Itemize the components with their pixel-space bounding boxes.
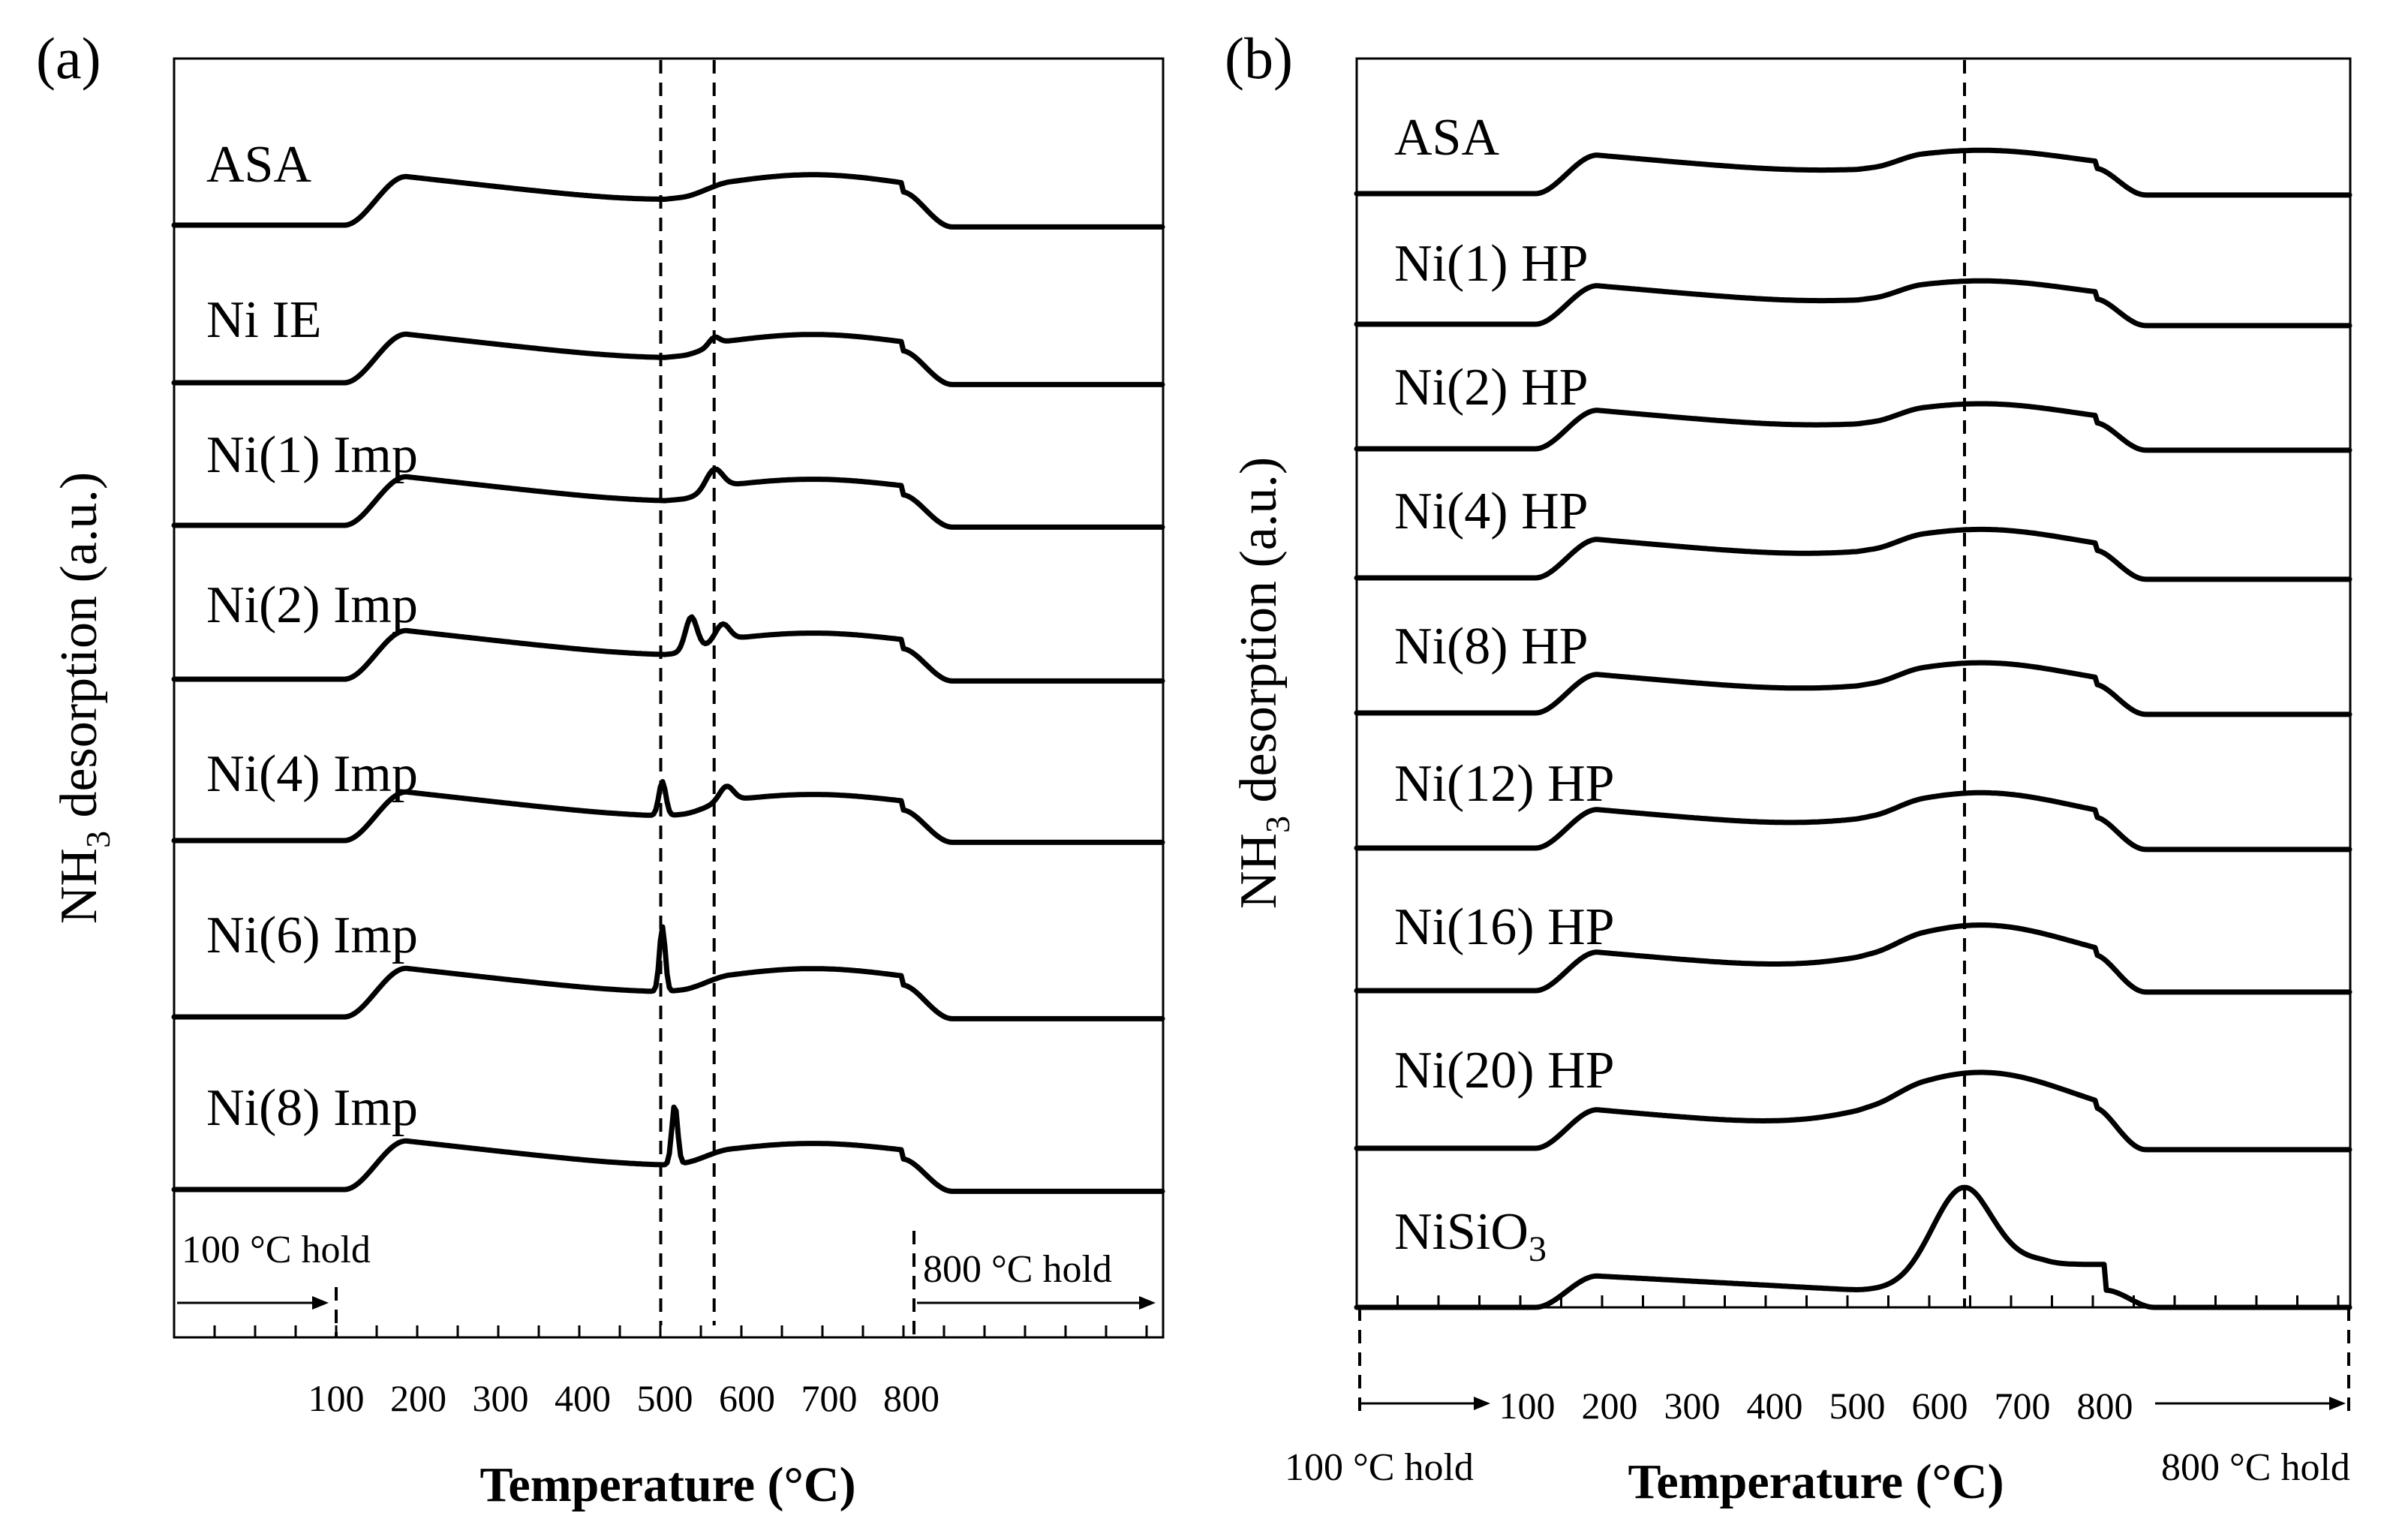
panel-a-curve-ni-1-imp xyxy=(171,466,1165,530)
panel-b-tick-label: 800 xyxy=(2077,1385,2133,1427)
panel-b-tick-label: 200 xyxy=(1582,1385,1638,1427)
panel-a-curve-labels: ASA Ni IE Ni(1) Imp Ni(2) Imp Ni(4) Imp Ni(6)… xyxy=(206,136,418,1137)
panel-b-curve-label: Ni(12) HP xyxy=(1394,755,1615,813)
panel-a-plot-frame xyxy=(173,57,1165,1339)
panel-a-tick-label: 300 xyxy=(473,1377,529,1419)
panel-a-label: (a) xyxy=(36,26,101,91)
panel-b-curve-label: Ni(8) HP xyxy=(1394,618,1589,675)
panel-a-curve-ni-6-imp xyxy=(171,924,1165,1021)
panel-b-tick-label: 700 xyxy=(1995,1385,2051,1427)
panel-b-curve-label: NiSiO3 xyxy=(1394,1203,1547,1269)
panel-b: (b) NH3 desorption (a.u.) Temperature (°… xyxy=(1225,26,2352,1509)
panel-a-tick-label: 200 xyxy=(390,1377,446,1419)
panel-a-curve-label: Ni(4) Imp xyxy=(206,745,418,803)
panel-a-x-axis-label: Temperature (°C) xyxy=(479,1457,855,1512)
panel-a-hold-end-label: 800 °C hold xyxy=(923,1248,1112,1291)
panel-a-curve-ni-ie xyxy=(171,331,1165,387)
panel-b-x-axis-label: Temperature (°C) xyxy=(1628,1454,2004,1509)
panel-b-curve-label: Ni(1) HP xyxy=(1394,235,1589,293)
panel-b-hold-start-arrowhead xyxy=(1474,1397,1490,1410)
panel-b-tick-label: 300 xyxy=(1664,1385,1721,1427)
panel-a-curve-label: Ni IE xyxy=(206,291,322,349)
panel-a-hold-start-label: 100 °C hold xyxy=(182,1229,371,1271)
panel-b-y-axis-label: NH3 desorption (a.u.) xyxy=(1230,457,1297,909)
panel-b-curve-label: Ni(2) HP xyxy=(1394,359,1589,417)
panel-a-tick-label: 700 xyxy=(801,1377,858,1419)
panel-b-curve-ni-16-hp xyxy=(1354,922,2352,995)
panel-a: (a) NH3 desorption (a.u.) Temperature (°… xyxy=(36,26,1165,1512)
panel-b-tick-label: 500 xyxy=(1829,1385,1886,1427)
panel-a-tick-label: 400 xyxy=(555,1377,611,1419)
panel-a-curve-label: ASA xyxy=(206,136,311,194)
panel-b-curve-label: ASA xyxy=(1394,109,1499,167)
panel-a-curve-label: Ni(6) Imp xyxy=(206,907,418,964)
panel-a-curve-label: Ni(2) Imp xyxy=(206,576,418,634)
panel-a-hold-start-arrowhead xyxy=(312,1296,329,1310)
panel-b-label: (b) xyxy=(1225,26,1293,91)
panel-b-curve-ni-2-hp xyxy=(1354,401,2352,453)
panel-a-ticks: 100 200 300 400 500 600 700 800 xyxy=(173,1325,1148,1419)
panel-b-tick-label: 400 xyxy=(1747,1385,1803,1427)
panel-b-hold-end-arrowhead xyxy=(2329,1397,2346,1410)
panel-a-curve-asa xyxy=(171,172,1165,230)
panel-b-curves xyxy=(1354,147,2352,1310)
panel-b-curve-asa xyxy=(1354,147,2352,198)
panel-b-curve-labels: ASA Ni(1) HP Ni(2) HP Ni(4) HP Ni(8) HP Ni(12… xyxy=(1394,109,1615,1269)
panel-a-curves xyxy=(171,172,1165,1194)
panel-a-hold-end-arrowhead xyxy=(1139,1296,1156,1310)
panel-a-tick-label: 600 xyxy=(719,1377,775,1419)
panel-b-curve-label: Ni(20) HP xyxy=(1394,1042,1615,1099)
panel-b-tick-label: 100 xyxy=(1499,1385,1556,1427)
panel-b-ticks: 100 200 300 400 500 600 700 800 xyxy=(1355,1295,2340,1427)
panel-b-tick-label: 600 xyxy=(1912,1385,1968,1427)
panel-a-curve-label: Ni(1) Imp xyxy=(206,426,418,484)
panel-a-tick-label: 500 xyxy=(637,1377,693,1419)
panel-b-curve-ni-1-hp xyxy=(1354,278,2352,329)
panel-a-tick-label: 800 xyxy=(883,1377,939,1419)
panel-b-curve-ni-12-hp xyxy=(1354,790,2352,853)
panel-a-tick-label: 100 xyxy=(308,1377,365,1419)
panel-b-curve-label: Ni(4) HP xyxy=(1394,483,1589,540)
panel-a-curve-label: Ni(8) Imp xyxy=(206,1079,418,1137)
panel-a-curve-ni-4-imp xyxy=(171,779,1165,845)
panel-b-curve-ni-4-hp xyxy=(1354,526,2352,582)
panel-b-hold-start-label: 100 °C hold xyxy=(1285,1446,1474,1489)
panel-b-curve-ni-20-hp xyxy=(1354,1069,2352,1153)
panel-a-curve-ni-2-imp xyxy=(171,614,1165,684)
panel-a-curve-ni-8-imp xyxy=(171,1104,1165,1194)
panel-a-y-axis-label: NH3 desorption (a.u.) xyxy=(50,472,117,924)
panel-b-curve-ni-8-hp xyxy=(1354,660,2352,717)
panel-b-curve-label: Ni(16) HP xyxy=(1394,898,1615,956)
panel-b-curve-nisio3 xyxy=(1354,1184,2352,1310)
panel-b-hold-end-label: 800 °C hold xyxy=(2161,1446,2350,1489)
panel-b-plot-frame xyxy=(1355,57,2352,1309)
panel-a-reference-lines xyxy=(659,60,716,1325)
